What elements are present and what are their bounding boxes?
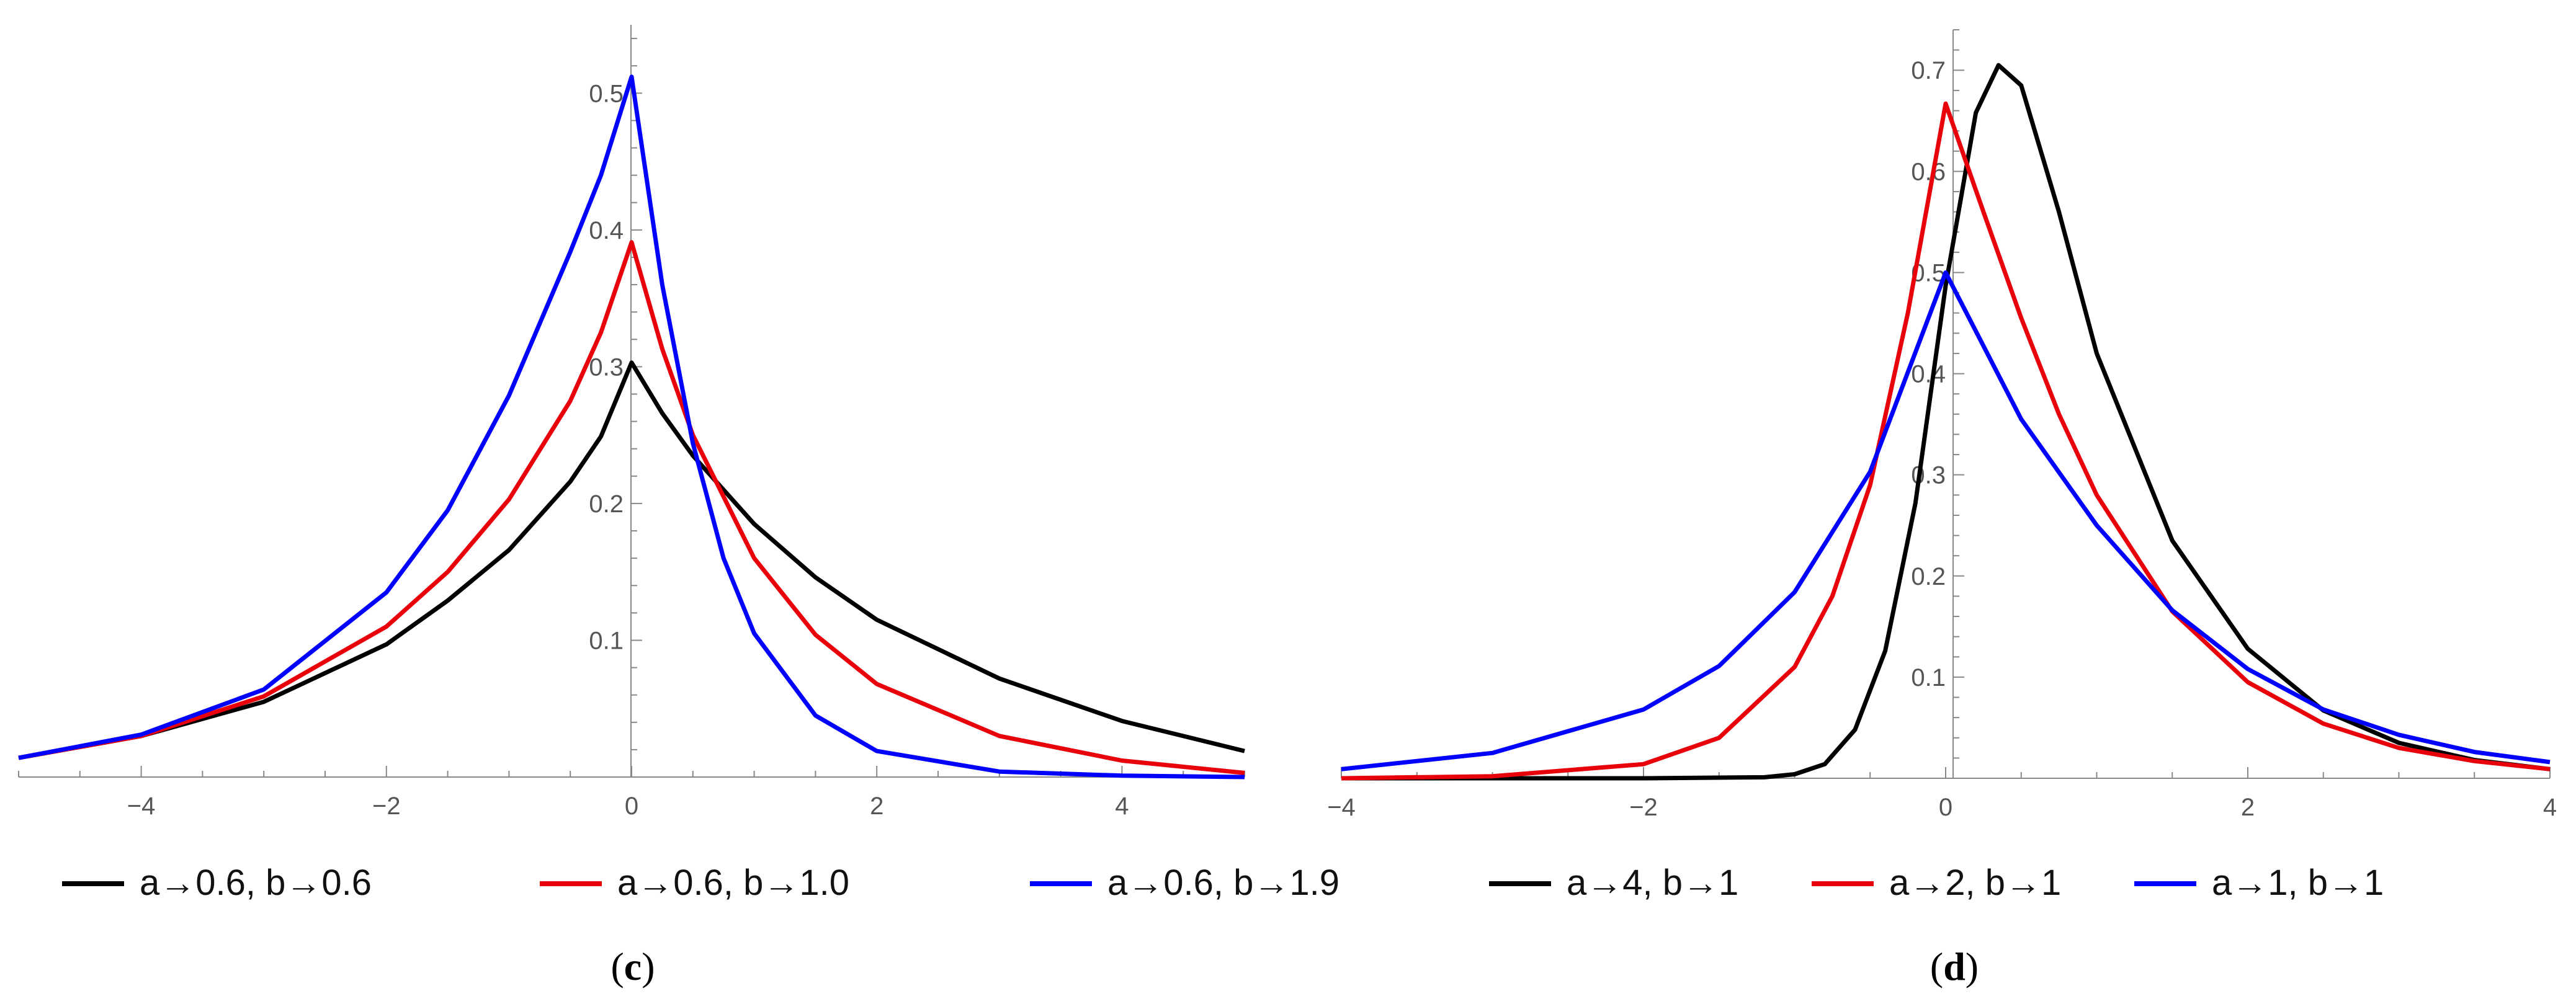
legend-label: a→0.6, b→1.0 — [617, 863, 849, 903]
x-tick-label: 2 — [870, 793, 883, 820]
panel-letter: d — [1943, 944, 1966, 988]
series-line-2 — [18, 240, 1245, 775]
x-tick-label: −2 — [1629, 794, 1658, 821]
x-tick-label: 2 — [2241, 794, 2255, 821]
y-tick-label: 0.5 — [589, 80, 624, 107]
x-tick-label: 4 — [1115, 793, 1129, 820]
series-line-3 — [18, 74, 1245, 780]
y-tick-label: 0.6 — [1911, 158, 1946, 185]
x-tick-label: 0 — [1939, 794, 1952, 821]
y-tick-label: 0.1 — [1911, 664, 1946, 691]
series-line-2 — [1341, 101, 2551, 781]
panel-letter: c — [624, 944, 642, 988]
x-tick-label: 0 — [625, 793, 638, 820]
legend-label: a→2, b→1 — [1889, 863, 2061, 903]
chart-panel-d: −4 −2 0 2 40.10.20.30.40.50.60.7a→4, b→1 a→2,… — [1327, 29, 2557, 988]
chart-panel-c: −4 −2 0 2 4 0.1 0.2 0.3 0.4 0.5 a→0.6, b→0.6 a→0.6,… — [18, 25, 1339, 988]
panel-label: (d) — [1930, 944, 1979, 988]
panel-label: (c) — [610, 944, 655, 988]
series-line-3 — [1341, 270, 2551, 771]
y-tick-label: 0.1 — [589, 627, 624, 654]
x-tick-label: 4 — [2543, 794, 2557, 821]
y-tick-label: 0.3 — [589, 353, 624, 381]
y-tick-label: 0.2 — [589, 491, 624, 518]
legend-label: a→0.6, b→0.6 — [140, 863, 372, 903]
x-tick-label: −4 — [127, 793, 156, 820]
legend-label: a→4, b→1 — [1567, 863, 1738, 903]
x-tick-label: −2 — [372, 793, 401, 820]
series-line-1 — [18, 360, 1245, 760]
legend-label: a→1, b→1 — [2212, 863, 2384, 903]
y-tick-label: 0.2 — [1911, 563, 1946, 590]
y-tick-label: 0.4 — [1911, 361, 1946, 388]
y-tick-label: 0.7 — [1911, 57, 1946, 84]
series-line-1 — [1341, 63, 2551, 781]
y-tick-label: 0.4 — [589, 217, 624, 244]
x-tick-label: −4 — [1327, 794, 1356, 821]
legend-label: a→0.6, b→1.9 — [1107, 863, 1339, 903]
